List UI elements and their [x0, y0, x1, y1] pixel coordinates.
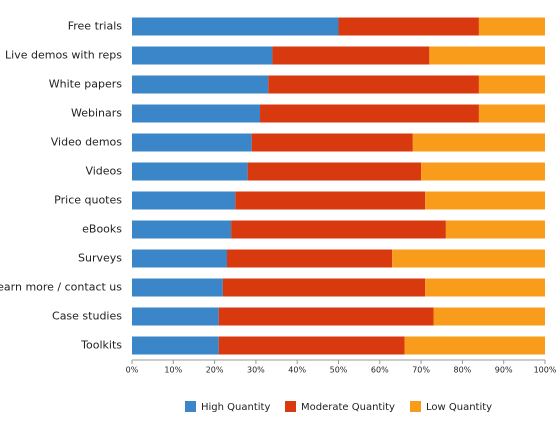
bar-segment: [235, 191, 426, 210]
bar-segment: [272, 46, 430, 65]
x-tick-label: 90%: [495, 366, 513, 375]
bar-segment: [132, 220, 232, 239]
y-tick-label: Live demos with reps: [5, 49, 122, 62]
bar-segment: [226, 249, 393, 268]
bar-segment: [231, 220, 446, 239]
bar-segment: [132, 336, 219, 355]
x-tick-label: 0%: [126, 366, 139, 375]
y-tick-label: Toolkits: [80, 339, 122, 352]
bar-segment: [260, 104, 479, 123]
bar-segment: [218, 336, 405, 355]
legend-swatch: [410, 401, 421, 412]
y-tick-label: Videos: [85, 165, 122, 178]
y-tick-label: Video demos: [51, 136, 123, 149]
bar-segment: [429, 46, 545, 65]
x-tick-label: 40%: [288, 366, 306, 375]
bar-segment: [404, 336, 545, 355]
bar-segment: [132, 46, 273, 65]
legend-swatch: [285, 401, 296, 412]
bar-segment: [218, 307, 434, 326]
x-tick-label: 80%: [454, 366, 472, 375]
bar-segment: [251, 133, 413, 152]
bar-segment: [478, 17, 545, 36]
x-tick-label: 100%: [534, 366, 557, 375]
bar-segment: [132, 17, 339, 36]
legend-label: High Quantity: [201, 402, 270, 413]
bar-segment: [421, 162, 545, 181]
y-tick-label: Learn more / contact us: [0, 281, 122, 294]
x-tick-label: 70%: [412, 366, 430, 375]
y-tick-label: Price quotes: [54, 194, 122, 207]
x-tick-label: 20%: [206, 366, 224, 375]
bar-segment: [268, 75, 479, 94]
bar-segment: [132, 162, 248, 181]
bar-segment: [132, 191, 236, 210]
x-tick-label: 30%: [247, 366, 265, 375]
x-tick-label: 50%: [330, 366, 348, 375]
bar-segment: [132, 104, 261, 123]
y-tick-label: Case studies: [52, 310, 122, 323]
bar-segment: [425, 191, 545, 210]
legend-swatch: [185, 401, 196, 412]
bar-segment: [392, 249, 545, 268]
legend-label: Moderate Quantity: [301, 402, 395, 413]
bar-segment: [222, 278, 426, 297]
bar-segment: [247, 162, 422, 181]
y-tick-label: Surveys: [78, 252, 122, 265]
legend-label: Low Quantity: [426, 402, 492, 413]
bar-segment: [425, 278, 545, 297]
bar-segment: [132, 75, 269, 94]
x-tick-label: 60%: [371, 366, 389, 375]
bar-segment: [433, 307, 545, 326]
bar-segment: [478, 75, 545, 94]
bar-segment: [478, 104, 545, 123]
bar-segment: [132, 278, 223, 297]
bar-segment: [445, 220, 545, 239]
bar-segment: [338, 17, 479, 36]
bar-segment: [132, 249, 227, 268]
y-tick-label: White papers: [49, 78, 122, 91]
y-tick-label: eBooks: [82, 223, 122, 236]
y-tick-label: Free trials: [68, 20, 123, 33]
bar-segment: [132, 307, 219, 326]
y-tick-label: Webinars: [71, 107, 122, 120]
bar-segment: [132, 133, 252, 152]
x-tick-label: 10%: [164, 366, 182, 375]
bar-segment: [412, 133, 545, 152]
